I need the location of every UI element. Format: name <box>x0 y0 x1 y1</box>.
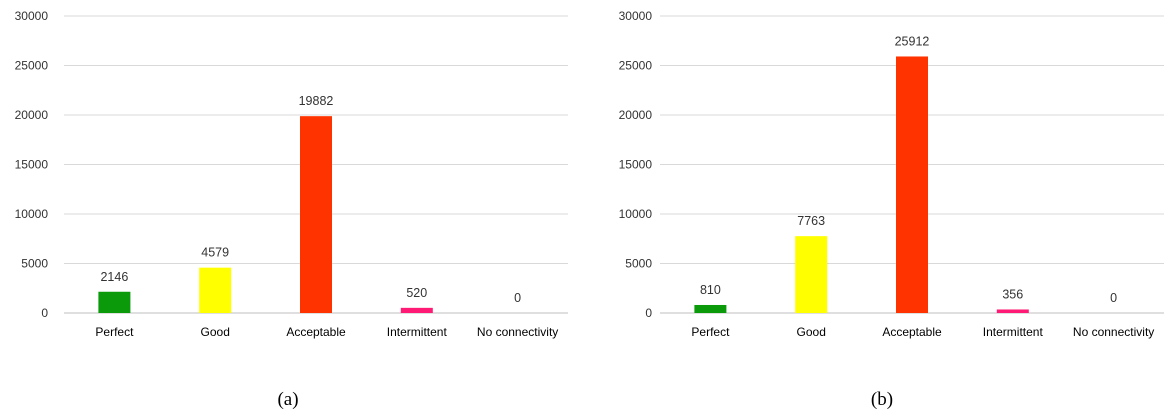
caption-b: (b) <box>871 389 893 410</box>
x-tick-label-b-2: Acceptable <box>882 325 942 339</box>
x-tick-label-b-3: Intermittent <box>983 325 1044 339</box>
data-label-b-3: 356 <box>1002 287 1023 301</box>
bar-a-0 <box>98 291 131 313</box>
data-label-b-2: 25912 <box>895 34 930 48</box>
data-label-a-4: 0 <box>514 291 521 305</box>
x-tick-label-a-3: Intermittent <box>387 325 448 339</box>
y-tick-label-a-1: 5000 <box>21 257 48 271</box>
y-tick-label-a-5: 25000 <box>15 59 49 73</box>
x-tick-label-a-4: No connectivity <box>477 325 558 339</box>
bar-b-3 <box>996 309 1029 313</box>
y-tick-label-a-4: 20000 <box>15 108 49 122</box>
data-label-a-1: 4579 <box>201 246 229 260</box>
y-tick-label-b-6: 30000 <box>619 9 653 23</box>
chart-b: 0 5000 10000 15000 20000 25000 30000 810 Perfect… <box>619 9 1164 410</box>
y-tick-label-b-2: 10000 <box>619 207 653 221</box>
x-tick-label-b-0: Perfect <box>691 325 730 339</box>
x-tick-label-a-2: Acceptable <box>286 325 346 339</box>
data-label-b-1: 7763 <box>797 214 825 228</box>
bar-a-2 <box>300 116 332 313</box>
x-tick-label-a-1: Good <box>201 325 230 339</box>
y-tick-label-b-1: 5000 <box>625 257 652 271</box>
bar-a-3 <box>400 307 433 313</box>
x-tick-label-b-4: No connectivity <box>1073 325 1154 339</box>
data-label-b-4: 0 <box>1110 291 1117 305</box>
y-tick-label-b-5: 25000 <box>619 59 653 73</box>
y-tick-label-b-0: 0 <box>645 306 652 320</box>
y-tick-label-a-6: 30000 <box>15 9 49 23</box>
x-tick-label-a-0: Perfect <box>95 325 134 339</box>
chart-a: 0 5000 10000 15000 20000 25000 30000 2146 Perfec… <box>15 9 568 410</box>
data-label-a-0: 2146 <box>100 270 128 284</box>
data-label-a-3: 520 <box>406 286 427 300</box>
x-tick-label-b-1: Good <box>797 325 826 339</box>
y-tick-label-b-3: 15000 <box>619 158 653 172</box>
y-tick-label-b-4: 20000 <box>619 108 653 122</box>
bar-a-1 <box>199 267 232 313</box>
y-tick-label-a-3: 15000 <box>15 158 49 172</box>
data-label-a-2: 19882 <box>299 94 334 108</box>
bar-b-0 <box>694 304 727 313</box>
y-tick-label-a-0: 0 <box>41 306 48 320</box>
bar-b-2 <box>896 56 928 314</box>
caption-a: (a) <box>277 389 298 410</box>
data-label-b-0: 810 <box>700 283 721 297</box>
bar-b-1 <box>795 236 828 313</box>
y-tick-label-a-2: 10000 <box>15 207 49 221</box>
